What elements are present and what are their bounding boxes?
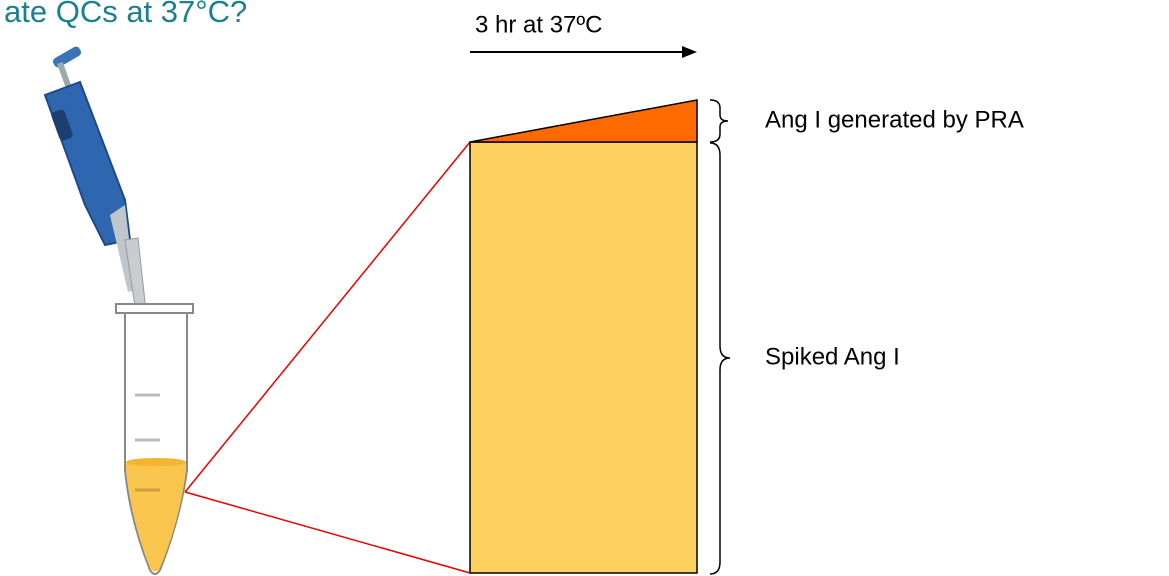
diagram: ate QCs at 37°C? 3 hr at 37ºC Ang I gene… bbox=[0, 0, 1169, 576]
spiked-block bbox=[470, 142, 697, 573]
tube-icon bbox=[116, 304, 193, 574]
arrow-head bbox=[682, 46, 697, 58]
generated-wedge bbox=[470, 100, 697, 142]
pipette-icon bbox=[45, 45, 147, 340]
zoom-line bbox=[185, 142, 470, 492]
zoom-line bbox=[185, 492, 470, 573]
slide-title: ate QCs at 37°C? bbox=[4, 0, 247, 29]
brace bbox=[710, 100, 728, 142]
brace bbox=[710, 143, 730, 574]
arrow-label: 3 hr at 37ºC bbox=[475, 11, 603, 38]
brace-label: Spiked Ang I bbox=[765, 343, 900, 370]
page: ate QCs at 37°C? 3 hr at 37ºC Ang I gene… bbox=[0, 0, 1169, 576]
brace-label: Ang I generated by PRA bbox=[765, 106, 1024, 133]
